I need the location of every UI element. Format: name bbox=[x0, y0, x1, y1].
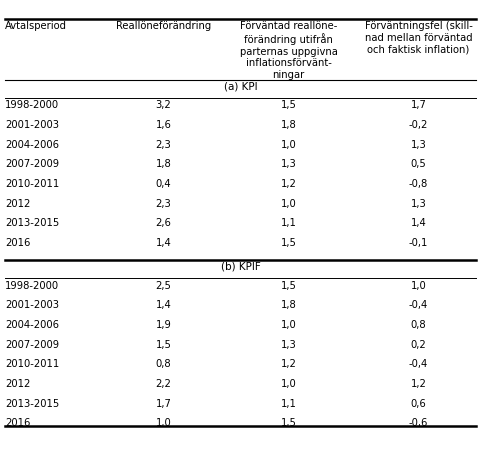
Text: Avtalsperiod: Avtalsperiod bbox=[5, 21, 67, 31]
Text: 2001-2003: 2001-2003 bbox=[5, 120, 59, 130]
Text: Förväntningsfel (skill-
nad mellan förväntad
och faktisk inflation): Förväntningsfel (skill- nad mellan förvä… bbox=[364, 21, 471, 54]
Text: 1,7: 1,7 bbox=[409, 100, 426, 110]
Text: 1,5: 1,5 bbox=[280, 418, 296, 428]
Text: 1,0: 1,0 bbox=[280, 320, 296, 330]
Text: 2012: 2012 bbox=[5, 198, 30, 209]
Text: 1,5: 1,5 bbox=[280, 238, 296, 248]
Text: 1,8: 1,8 bbox=[280, 120, 296, 130]
Text: 1,8: 1,8 bbox=[280, 300, 296, 310]
Text: 1998-2000: 1998-2000 bbox=[5, 281, 59, 291]
Text: 0,4: 0,4 bbox=[156, 179, 171, 189]
Text: 1,0: 1,0 bbox=[410, 281, 425, 291]
Text: Reallöneförändring: Reallöneförändring bbox=[116, 21, 211, 31]
Text: 2,5: 2,5 bbox=[155, 281, 171, 291]
Text: 1,3: 1,3 bbox=[410, 198, 425, 209]
Text: 1,4: 1,4 bbox=[156, 238, 171, 248]
Text: 1,4: 1,4 bbox=[410, 218, 425, 228]
Text: -0,4: -0,4 bbox=[408, 359, 427, 369]
Text: 0,5: 0,5 bbox=[410, 159, 425, 169]
Text: (a) KPI: (a) KPI bbox=[223, 81, 257, 91]
Text: 0,6: 0,6 bbox=[410, 399, 425, 409]
Text: 2004-2006: 2004-2006 bbox=[5, 139, 59, 150]
Text: 1,6: 1,6 bbox=[155, 120, 171, 130]
Text: 1,3: 1,3 bbox=[280, 159, 296, 169]
Text: 1,5: 1,5 bbox=[280, 100, 296, 110]
Text: 1,3: 1,3 bbox=[280, 340, 296, 350]
Text: 1,5: 1,5 bbox=[280, 281, 296, 291]
Text: 1,2: 1,2 bbox=[409, 379, 426, 389]
Text: 2013-2015: 2013-2015 bbox=[5, 399, 59, 409]
Text: -0,2: -0,2 bbox=[408, 120, 427, 130]
Text: 1998-2000: 1998-2000 bbox=[5, 100, 59, 110]
Text: 1,3: 1,3 bbox=[410, 139, 425, 150]
Text: 1,0: 1,0 bbox=[280, 139, 296, 150]
Text: 1,1: 1,1 bbox=[280, 399, 296, 409]
Text: 2004-2006: 2004-2006 bbox=[5, 320, 59, 330]
Text: 1,4: 1,4 bbox=[156, 300, 171, 310]
Text: 1,7: 1,7 bbox=[155, 399, 171, 409]
Text: 1,0: 1,0 bbox=[156, 418, 171, 428]
Text: 2016: 2016 bbox=[5, 418, 30, 428]
Text: 0,2: 0,2 bbox=[410, 340, 425, 350]
Text: 2007-2009: 2007-2009 bbox=[5, 159, 59, 169]
Text: 0,8: 0,8 bbox=[156, 359, 171, 369]
Text: 2016: 2016 bbox=[5, 238, 30, 248]
Text: 0,8: 0,8 bbox=[410, 320, 425, 330]
Text: 1,1: 1,1 bbox=[280, 218, 296, 228]
Text: 2,2: 2,2 bbox=[155, 379, 171, 389]
Text: 2007-2009: 2007-2009 bbox=[5, 340, 59, 350]
Text: 2,3: 2,3 bbox=[156, 139, 171, 150]
Text: 2013-2015: 2013-2015 bbox=[5, 218, 59, 228]
Text: 1,0: 1,0 bbox=[280, 379, 296, 389]
Text: -0,8: -0,8 bbox=[408, 179, 427, 189]
Text: 2001-2003: 2001-2003 bbox=[5, 300, 59, 310]
Text: 3,2: 3,2 bbox=[156, 100, 171, 110]
Text: -0,4: -0,4 bbox=[408, 300, 427, 310]
Text: 2,6: 2,6 bbox=[155, 218, 171, 228]
Text: 2010-2011: 2010-2011 bbox=[5, 179, 59, 189]
Text: 1,5: 1,5 bbox=[155, 340, 171, 350]
Text: Förväntad reallöne-
förändring utifrån
parternas uppgivna
inflationsförvänt-
nin: Förväntad reallöne- förändring utifrån p… bbox=[239, 21, 337, 80]
Text: (b) KPIF: (b) KPIF bbox=[220, 262, 260, 272]
Text: 2012: 2012 bbox=[5, 379, 30, 389]
Text: 2010-2011: 2010-2011 bbox=[5, 359, 59, 369]
Text: 1,2: 1,2 bbox=[280, 179, 296, 189]
Text: 2,3: 2,3 bbox=[156, 198, 171, 209]
Text: -0,6: -0,6 bbox=[408, 418, 427, 428]
Text: 1,9: 1,9 bbox=[155, 320, 171, 330]
Text: 1,2: 1,2 bbox=[280, 359, 296, 369]
Text: -0,1: -0,1 bbox=[408, 238, 427, 248]
Text: 1,8: 1,8 bbox=[156, 159, 171, 169]
Text: 1,0: 1,0 bbox=[280, 198, 296, 209]
